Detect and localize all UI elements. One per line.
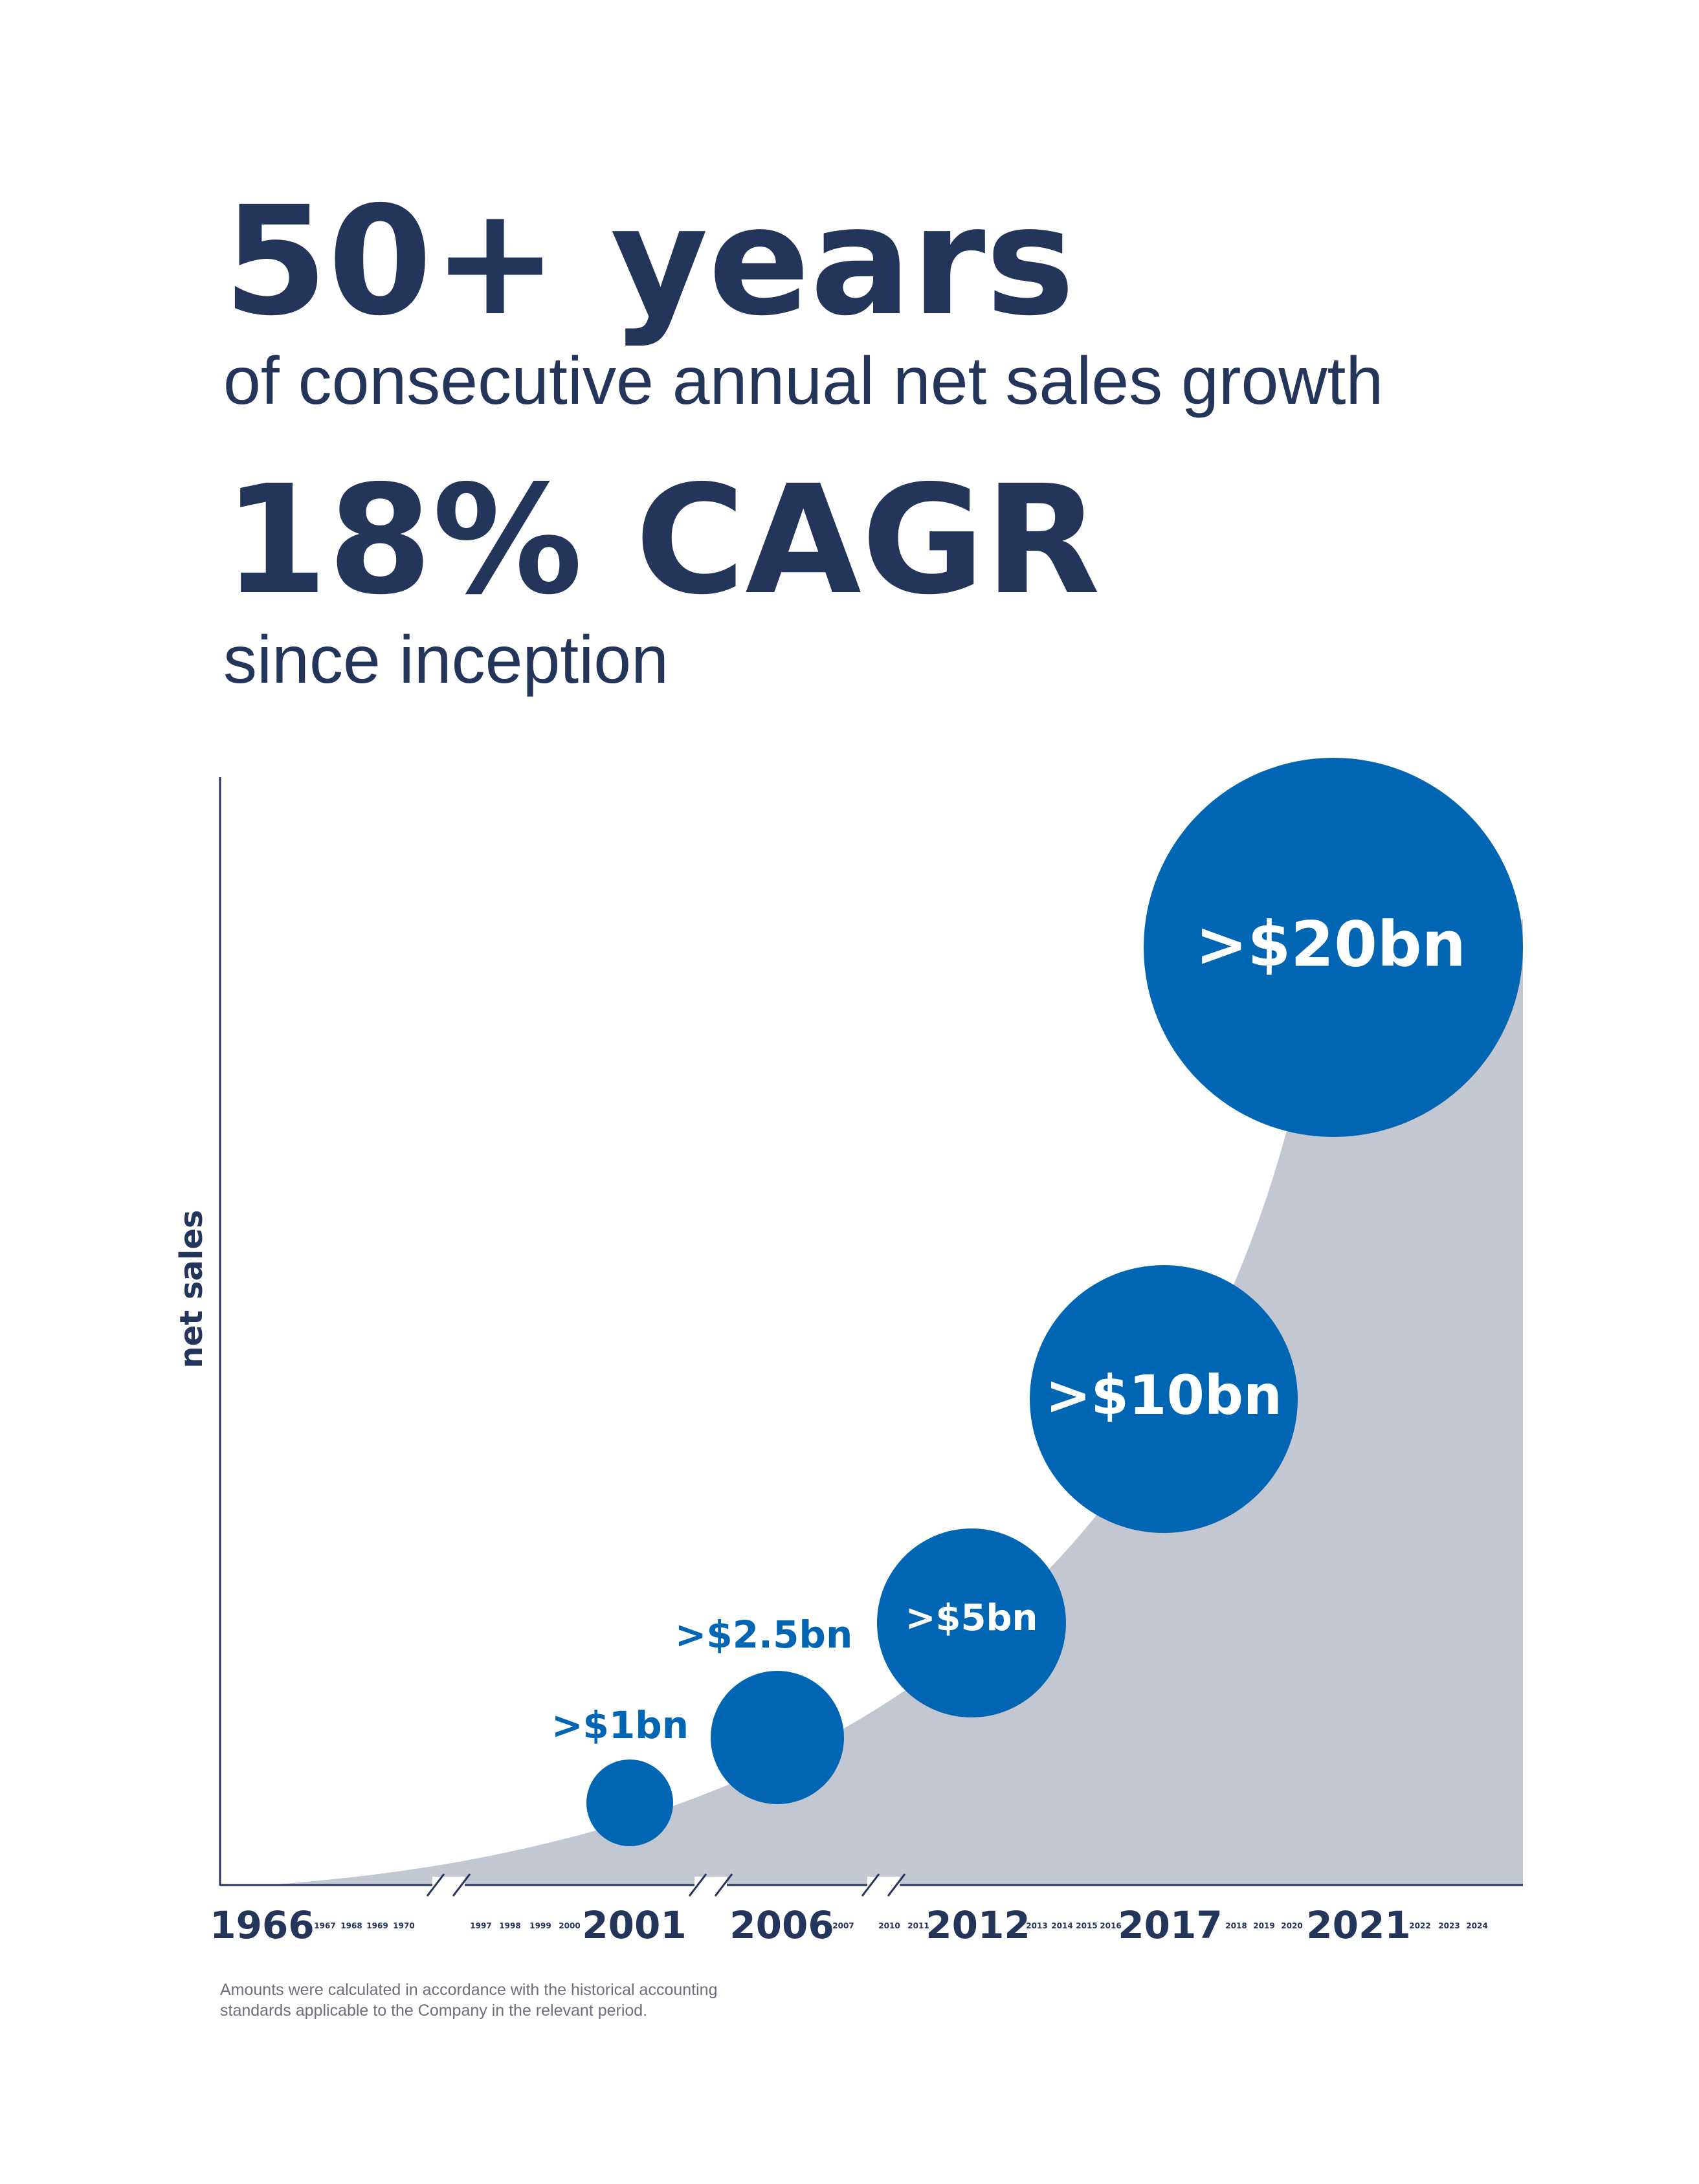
minor-year-label: 2018: [1225, 1921, 1247, 1930]
minor-year-label: 1998: [499, 1921, 520, 1930]
minor-year-label: 2022: [1409, 1921, 1430, 1930]
bubble: [711, 1671, 844, 1804]
minor-year-label: 2023: [1438, 1921, 1460, 1930]
bubble-label: >$5bn: [905, 1597, 1038, 1639]
year-label: 2001: [582, 1903, 686, 1947]
minor-year-label: 2011: [907, 1921, 929, 1930]
minor-year-label: 1997: [470, 1921, 491, 1930]
year-label: 2006: [729, 1903, 834, 1947]
bubble: [877, 1528, 1066, 1717]
footnote: standards applicable to the Company in t…: [220, 2002, 647, 2020]
bubble-label: >$10bn: [1045, 1363, 1282, 1427]
minor-year-label: 2013: [1026, 1921, 1047, 1930]
year-label: 2017: [1118, 1903, 1222, 1947]
year-label: 2021: [1306, 1903, 1410, 1947]
minor-year-label: 2000: [559, 1921, 580, 1930]
year-label: 2012: [926, 1903, 1030, 1947]
minor-year-label: 2010: [878, 1921, 900, 1930]
minor-year-label: 2016: [1100, 1921, 1121, 1930]
bubble: [1030, 1265, 1298, 1533]
stat: 18% CAGR: [223, 453, 1100, 628]
minor-year-label: 2019: [1253, 1921, 1274, 1930]
footnote: Amounts were calculated in accordance wi…: [220, 1981, 717, 1999]
minor-year-label: 2020: [1281, 1921, 1302, 1930]
minor-year-label: 1967: [314, 1921, 335, 1930]
axis-breaks: [426, 1873, 906, 1897]
bubble-label: >$1bn: [551, 1703, 689, 1747]
y-axis-label: net sales: [173, 1210, 210, 1369]
minor-year-label: 1968: [340, 1921, 362, 1930]
bubble-label: >$20bn: [1195, 908, 1466, 980]
subtitle: of consecutive annual net sales growth: [223, 344, 1383, 419]
minor-year-label: 2007: [832, 1921, 854, 1930]
minor-year-label: 2014: [1051, 1921, 1072, 1930]
year-label: 1966: [210, 1903, 314, 1947]
title: 50+ years: [223, 174, 1075, 349]
minor-year-label: 1970: [393, 1921, 414, 1930]
bubble: [586, 1759, 673, 1846]
bubble-label: >$2.5bn: [675, 1613, 853, 1657]
minor-year-label: 2024: [1466, 1921, 1487, 1930]
minor-year-label: 1999: [529, 1921, 551, 1930]
minor-year-label: 1969: [366, 1921, 388, 1930]
bubble: [1144, 758, 1523, 1137]
growth-area: [265, 919, 1523, 1885]
stat-caption: since inception: [223, 623, 669, 698]
minor-year-label: 2015: [1076, 1921, 1097, 1930]
